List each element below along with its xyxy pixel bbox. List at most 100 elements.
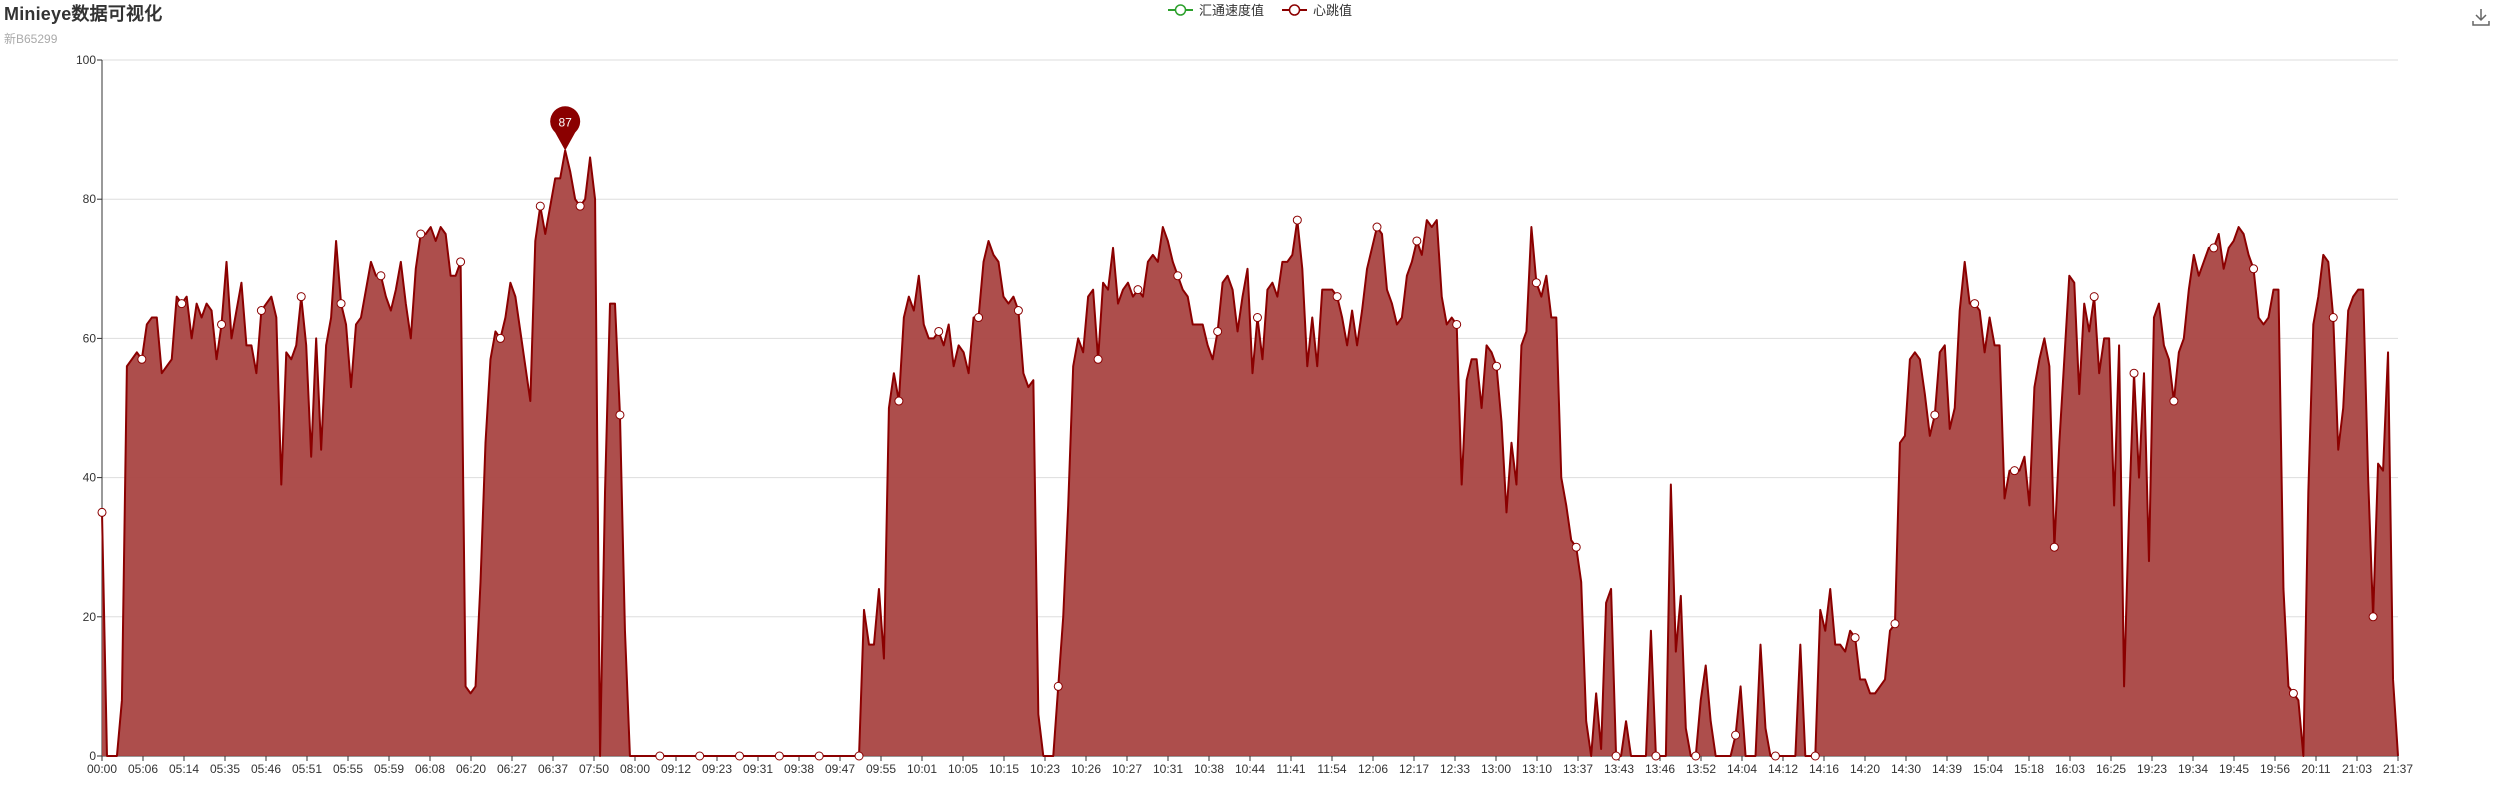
data-point-heartbeat <box>2288 688 2298 698</box>
x-tick-label: 09:38 <box>784 762 814 776</box>
data-point-heartbeat <box>376 271 386 281</box>
data-point-heartbeat <box>695 751 705 761</box>
x-tick-label: 16:25 <box>2096 762 2126 776</box>
data-point-heartbeat <box>177 299 187 309</box>
data-point-heartbeat <box>217 319 227 329</box>
data-point-heartbeat <box>2169 396 2179 406</box>
y-tick-label: 20 <box>83 610 97 624</box>
x-tick-label: 09:31 <box>743 762 773 776</box>
x-tick-label: 14:04 <box>1727 762 1757 776</box>
x-tick-label: 19:56 <box>2260 762 2290 776</box>
max-marker-pin <box>550 106 581 151</box>
data-point-heartbeat <box>974 313 984 323</box>
max-marker-label: 87 <box>559 115 573 129</box>
x-tick-label: 06:08 <box>415 762 445 776</box>
x-tick-label: 10:44 <box>1235 762 1265 776</box>
x-tick-label: 08:00 <box>620 762 650 776</box>
data-point-heartbeat <box>735 751 745 761</box>
data-point-heartbeat <box>1890 619 1900 629</box>
x-tick-label: 10:38 <box>1194 762 1224 776</box>
x-tick-label: 14:39 <box>1932 762 1962 776</box>
x-tick-label: 13:00 <box>1481 762 1511 776</box>
y-tick-label: 40 <box>83 471 97 485</box>
data-point-heartbeat <box>894 396 904 406</box>
x-tick-label: 15:18 <box>2014 762 2044 776</box>
data-point-heartbeat <box>1372 222 1382 232</box>
data-point-heartbeat <box>1691 751 1701 761</box>
data-point-heartbeat <box>296 292 306 302</box>
data-point-heartbeat <box>535 201 545 211</box>
x-tick-label: 05:06 <box>128 762 158 776</box>
data-point-heartbeat <box>97 507 107 517</box>
data-point-heartbeat <box>1531 278 1541 288</box>
x-tick-label: 20:11 <box>2301 762 2330 776</box>
data-point-heartbeat <box>1452 319 1462 329</box>
x-tick-label: 06:20 <box>456 762 486 776</box>
x-tick-label: 10:01 <box>907 762 937 776</box>
x-tick-label: 13:37 <box>1563 762 1593 776</box>
x-tick-label: 12:17 <box>1399 762 1429 776</box>
data-point-heartbeat <box>1173 271 1183 281</box>
data-point-heartbeat <box>1571 542 1581 552</box>
x-tick-label: 05:55 <box>333 762 363 776</box>
x-tick-label: 21:03 <box>2342 762 2372 776</box>
x-tick-label: 12:33 <box>1440 762 1470 776</box>
x-tick-label: 13:43 <box>1604 762 1634 776</box>
x-tick-label: 00:00 <box>87 762 117 776</box>
data-point-heartbeat <box>456 257 466 267</box>
data-point-heartbeat <box>1093 354 1103 364</box>
x-tick-label: 10:23 <box>1030 762 1060 776</box>
data-point-heartbeat <box>1810 751 1820 761</box>
x-tick-label: 05:14 <box>169 762 199 776</box>
x-tick-label: 13:52 <box>1686 762 1716 776</box>
data-point-heartbeat <box>336 299 346 309</box>
data-point-heartbeat <box>1850 633 1860 643</box>
y-tick-label: 100 <box>76 53 96 67</box>
x-tick-label: 19:45 <box>2219 762 2249 776</box>
x-tick-label: 10:05 <box>948 762 978 776</box>
x-tick-label: 10:15 <box>989 762 1019 776</box>
x-tick-label: 21:37 <box>2383 762 2413 776</box>
data-point-heartbeat <box>934 326 944 336</box>
data-point-heartbeat <box>1970 299 1980 309</box>
legend-item-heartbeat[interactable]: 心跳值 <box>1282 0 1352 19</box>
x-tick-label: 11:41 <box>1276 762 1305 776</box>
legend-swatch-heartbeat-icon <box>1282 3 1308 16</box>
data-point-heartbeat <box>2010 466 2020 476</box>
x-tick-label: 11:54 <box>1317 762 1346 776</box>
data-point-heartbeat <box>1770 751 1780 761</box>
data-point-heartbeat <box>615 410 625 420</box>
x-tick-label: 09:12 <box>661 762 691 776</box>
x-tick-label: 10:27 <box>1112 762 1142 776</box>
data-point-heartbeat <box>1651 751 1661 761</box>
data-point-heartbeat <box>854 751 864 761</box>
legend-swatch-speed-icon <box>1168 3 1193 16</box>
x-tick-label: 19:34 <box>2178 762 2208 776</box>
legend-item-speed[interactable]: 汇通速度值 <box>1168 0 1264 19</box>
chart-subtitle: 新B65299 <box>4 32 58 46</box>
data-point-heartbeat <box>1133 285 1143 295</box>
data-point-heartbeat <box>1412 236 1422 246</box>
data-point-heartbeat <box>814 751 824 761</box>
data-point-heartbeat <box>1213 326 1223 336</box>
x-tick-label: 13:46 <box>1645 762 1675 776</box>
data-point-heartbeat <box>2049 542 2059 552</box>
data-point-heartbeat <box>575 201 585 211</box>
data-point-heartbeat <box>1930 410 1940 420</box>
x-tick-label: 14:20 <box>1850 762 1880 776</box>
data-point-heartbeat <box>774 751 784 761</box>
data-point-heartbeat <box>1292 215 1302 225</box>
data-point-heartbeat <box>2209 243 2219 253</box>
legend-label-speed: 汇通速度值 <box>1199 3 1265 18</box>
chart-title: Minieye数据可视化 <box>4 4 163 24</box>
x-tick-label: 05:35 <box>210 762 240 776</box>
data-point-heartbeat <box>416 229 426 239</box>
download-icon[interactable] <box>2470 6 2492 28</box>
x-tick-label: 13:10 <box>1522 762 1552 776</box>
data-point-heartbeat <box>1611 751 1621 761</box>
x-tick-label: 06:27 <box>497 762 527 776</box>
data-point-heartbeat <box>2249 264 2259 274</box>
data-point-heartbeat <box>1053 681 1063 691</box>
legend-label-heartbeat: 心跳值 <box>1313 3 1353 18</box>
